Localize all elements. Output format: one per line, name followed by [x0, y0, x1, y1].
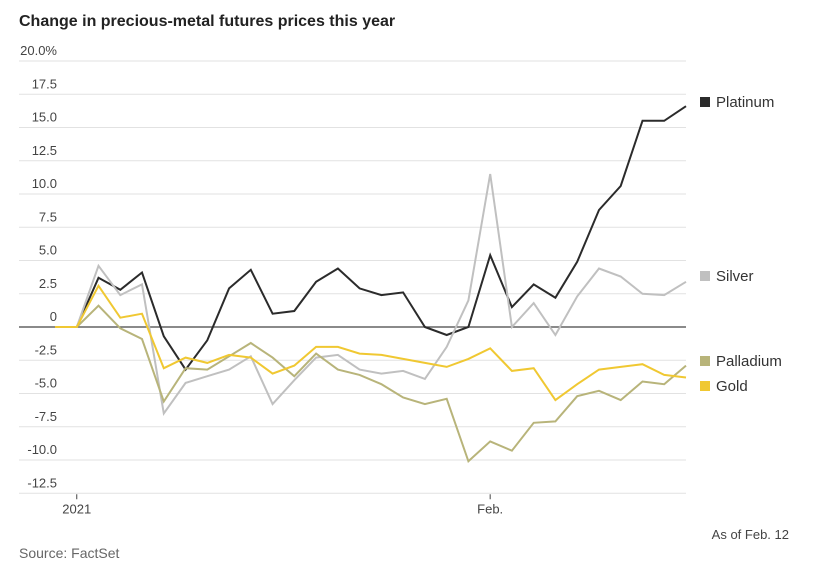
y-tick-label: 17.5 — [32, 76, 57, 91]
as-of-note: As of Feb. 12 — [711, 527, 789, 542]
series-line-gold — [55, 283, 687, 402]
y-tick-label: -5.0 — [35, 376, 57, 391]
x-tick-label: Feb. — [477, 501, 503, 516]
y-tick-label: -12.5 — [27, 475, 57, 490]
y-tick-label: 5.0 — [39, 243, 57, 258]
legend-swatch-gold — [700, 381, 710, 391]
legend-label-gold: Gold — [716, 378, 748, 395]
legend-swatch-platinum — [700, 97, 710, 107]
series-line-palladium — [55, 304, 687, 464]
source-note: Source: FactSet — [19, 545, 120, 561]
x-tick-label: 2021 — [62, 501, 91, 516]
legend-swatch-palladium — [700, 356, 710, 366]
y-tick-label: 2.5 — [39, 276, 57, 291]
series-line-platinum — [55, 105, 687, 372]
y-tick-label: -10.0 — [27, 442, 57, 457]
y-tick-label: -7.5 — [35, 409, 57, 424]
legend-label-palladium: Palladium — [716, 353, 782, 370]
y-tick-label: 7.5 — [39, 209, 57, 224]
chart-title: Change in precious-metal futures prices … — [19, 13, 396, 30]
y-tick-label: 15.0 — [32, 110, 57, 125]
legend-swatch-silver — [700, 271, 710, 281]
y-tick-label: 12.5 — [32, 143, 57, 158]
y-tick-label: -2.5 — [35, 342, 57, 357]
y-tick-label: 10.0 — [32, 176, 57, 191]
legend-label-silver: Silver — [716, 268, 754, 285]
y-tick-label: 0 — [50, 309, 57, 324]
legend-label-platinum: Platinum — [716, 94, 774, 111]
y-tick-label: 20.0% — [20, 43, 57, 58]
